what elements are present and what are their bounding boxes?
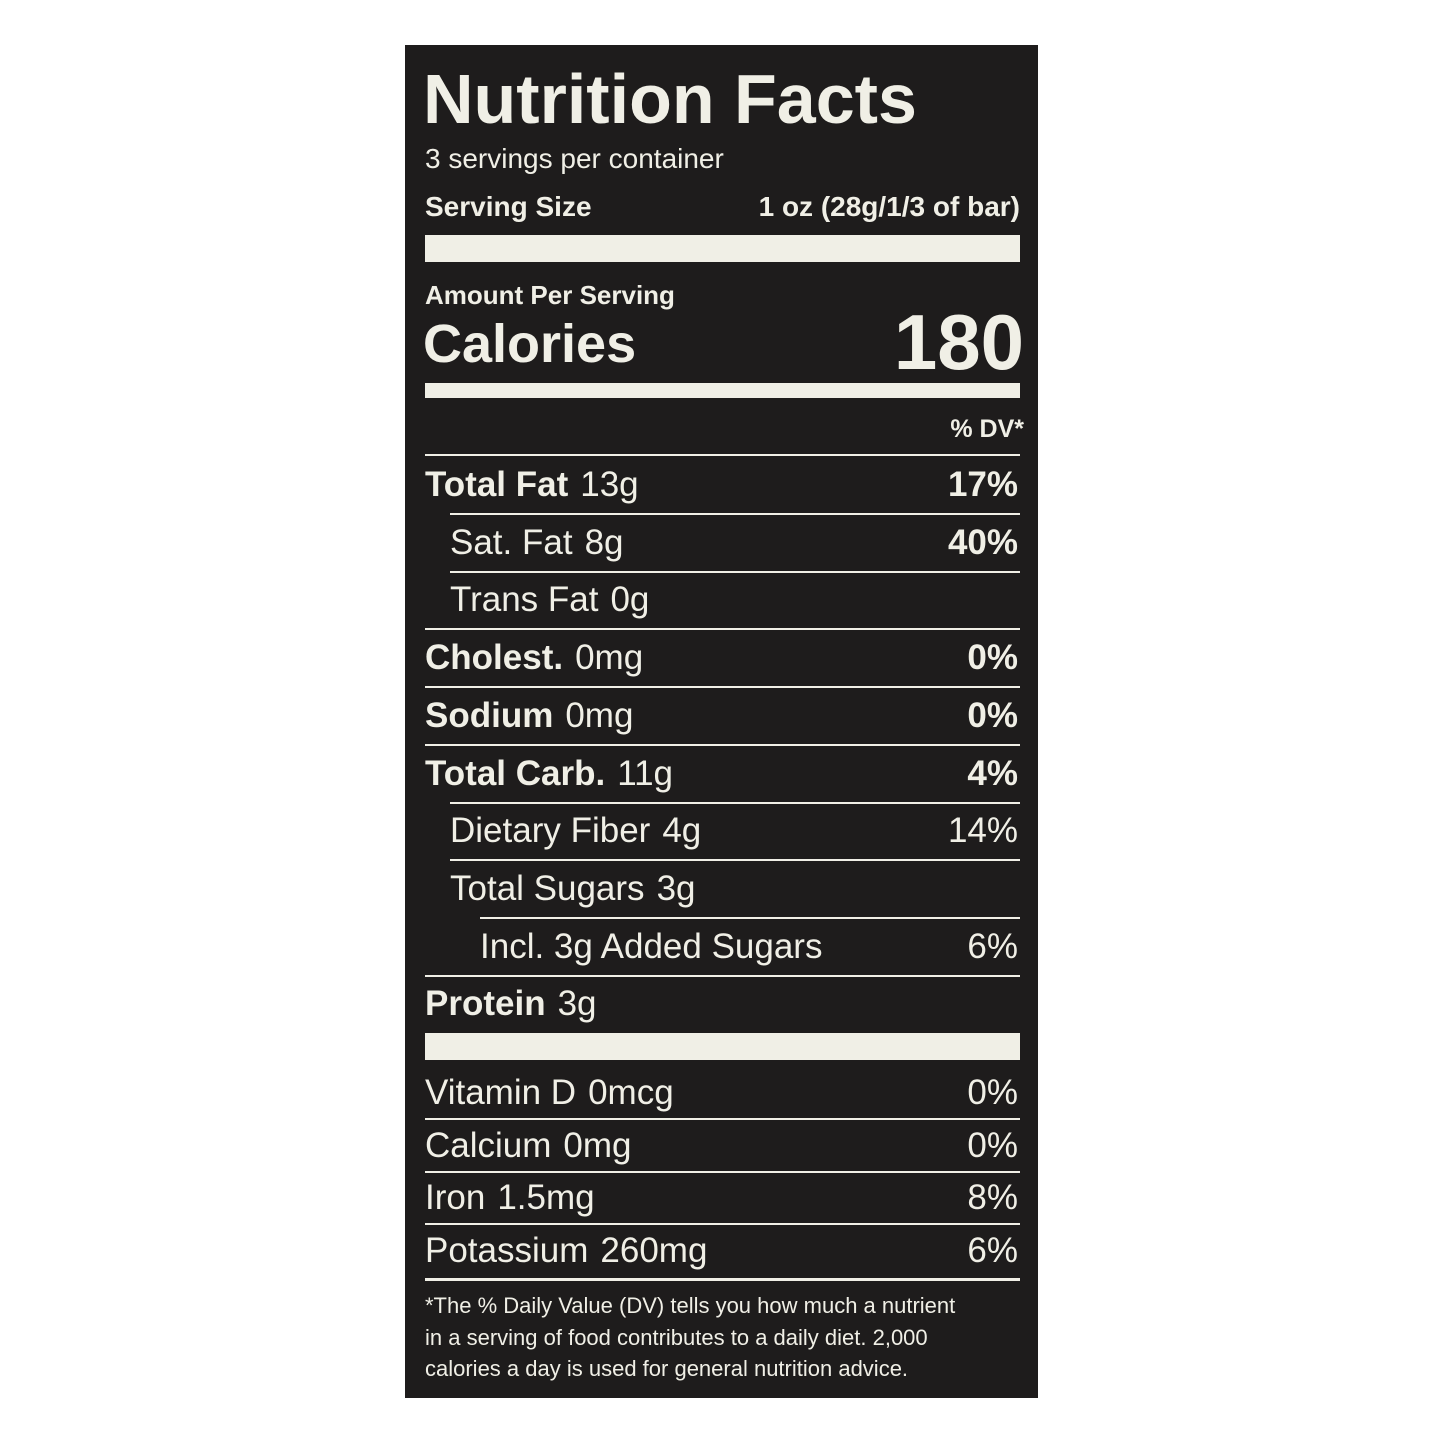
vitamin-name: Calcium <box>425 1125 552 1165</box>
servings: 3 servings per container <box>425 143 724 174</box>
nutrient-name: Dietary Fiber <box>450 811 651 851</box>
rule <box>425 1223 1020 1225</box>
vitamin-dv: 8% <box>967 1178 1018 1217</box>
title: Nutrition Facts <box>423 60 917 138</box>
nutrient-amount: 8g <box>584 522 624 562</box>
rule <box>425 974 1020 977</box>
rule <box>450 513 1020 515</box>
nutrient-row: Total Carb. 11g 4% <box>425 752 1018 796</box>
vitamin-row: Vitamin D 0mcg 0% <box>425 1071 1018 1115</box>
footnote-line: calories a day is used for general nutri… <box>425 1356 909 1381</box>
dv-header: % DV* <box>950 415 1024 443</box>
footnote-line: *The % Daily Value (DV) tells you how mu… <box>425 1293 956 1318</box>
vitamin-amount: 260mg <box>600 1230 708 1270</box>
nutrient-name: Protein <box>425 984 546 1024</box>
nutrient-row: Total Fat 13g 17% <box>425 463 1018 507</box>
nutrient-row: Dietary Fiber 4g 14% <box>450 809 1018 853</box>
nutrient-amount: 4g <box>662 811 702 851</box>
vitamin-row: Calcium 0mg 0% <box>425 1124 1018 1168</box>
vitamin-name: Vitamin D <box>425 1073 577 1112</box>
nutrient-amount: 0g <box>610 580 650 620</box>
rule <box>450 859 1020 862</box>
thick-rule <box>425 1033 1020 1060</box>
nutrient-dv: 40% <box>947 522 1018 562</box>
nutrient-dv: 17% <box>947 465 1018 504</box>
nutrient-name: Total Carb. <box>425 753 606 793</box>
rule <box>425 1278 1020 1281</box>
thick-rule <box>425 235 1020 262</box>
nutrition-label: Nutrition Facts 3 servings per container… <box>405 45 1038 1398</box>
rule <box>425 1170 1020 1173</box>
amount-label: Amount Per Serving <box>425 280 675 310</box>
nutrient-name: Incl. 3g Added Sugars <box>480 926 823 966</box>
nutrient-name: Sodium <box>425 695 554 735</box>
rule <box>450 570 1020 573</box>
vitamin-name: Potassium <box>425 1230 589 1270</box>
vitamin-amount: 0mcg <box>588 1073 674 1112</box>
medium-rule <box>425 383 1020 398</box>
vitamin-dv: 0% <box>967 1125 1018 1165</box>
footnote-line: in a serving of food contributes to a da… <box>425 1324 928 1350</box>
nutrient-amount: 13g <box>580 465 639 504</box>
nutrient-dv: 6% <box>967 926 1018 966</box>
nutrient-name: Total Sugars <box>450 868 645 908</box>
calories-value: 180 <box>893 298 1024 386</box>
rule <box>425 686 1020 689</box>
rule <box>425 743 1020 746</box>
serving-size: 1 oz (28g/1/3 of bar) <box>758 191 1020 222</box>
nutrient-row: Cholest. 0mg 0% <box>425 636 1018 680</box>
nutrient-amount: 0mg <box>565 695 634 735</box>
nutrient-name: Cholest. <box>425 638 564 678</box>
nutrient-dv: 0% <box>967 695 1018 735</box>
nutrient-row: Protein 3g <box>425 982 1018 1026</box>
rule <box>480 916 1020 919</box>
nutrient-row: Trans Fat 0g <box>450 578 1018 622</box>
nutrient-name: Sat. Fat <box>450 522 573 562</box>
vitamin-dv: 0% <box>967 1073 1018 1112</box>
rule <box>425 1118 1020 1120</box>
vitamin-amount: 1.5mg <box>497 1178 595 1217</box>
nutrient-amount: 11g <box>617 753 674 793</box>
nutrient-name: Total Fat <box>425 465 569 504</box>
nutrient-row: Total Sugars 3g <box>450 867 1018 911</box>
nutrient-row: Sat. Fat 8g 40% <box>450 521 1018 565</box>
calories-label: Calories <box>423 314 637 374</box>
vitamin-amount: 0mg <box>563 1125 632 1165</box>
nutrient-dv: 14% <box>947 811 1018 851</box>
nutrient-amount: 0mg <box>575 638 644 678</box>
nutrient-name: Trans Fat <box>450 580 599 620</box>
vitamin-row: Iron 1.5mg 8% <box>425 1176 1018 1220</box>
nutrient-amount: 3g <box>656 868 696 908</box>
vitamin-name: Iron <box>425 1178 486 1217</box>
rule <box>425 628 1020 631</box>
nutrient-dv: 4% <box>967 753 1018 793</box>
nutrient-amount: 3g <box>557 984 597 1024</box>
rule <box>450 801 1020 804</box>
nutrient-row: Incl. 3g Added Sugars 6% <box>480 925 1018 969</box>
rule <box>425 454 1020 456</box>
nutrient-row: Sodium 0mg 0% <box>425 694 1018 738</box>
vitamin-row: Potassium 260mg 6% <box>425 1229 1018 1273</box>
serving-size-label: Serving Size <box>425 191 592 222</box>
vitamin-dv: 6% <box>967 1230 1018 1270</box>
nutrient-dv: 0% <box>967 638 1018 678</box>
